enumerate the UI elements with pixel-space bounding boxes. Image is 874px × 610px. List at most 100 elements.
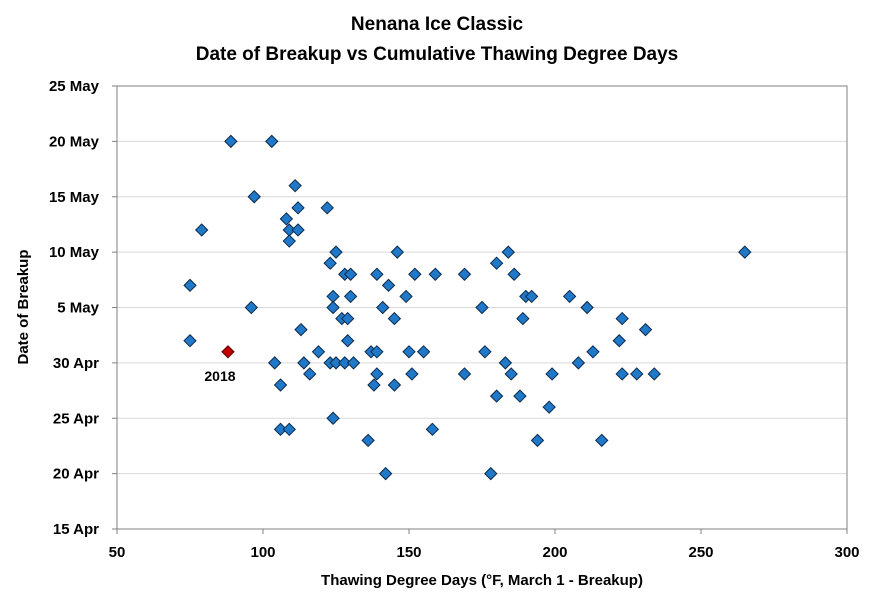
data-point <box>630 367 644 381</box>
data-point <box>279 212 294 226</box>
data-point <box>513 389 527 403</box>
data-point <box>291 201 305 215</box>
data-point <box>282 234 296 248</box>
data-point <box>416 345 431 359</box>
x-axis-title: Thawing Degree Days (°F, March 1 - Break… <box>321 572 643 589</box>
data-point <box>475 300 489 315</box>
data-point <box>303 367 317 381</box>
data-point <box>370 267 384 281</box>
data-point <box>387 378 402 392</box>
data-point <box>562 289 577 304</box>
data-point <box>545 367 559 381</box>
data-point <box>615 311 629 326</box>
data-point <box>484 466 498 481</box>
data-point <box>297 356 311 370</box>
data-point <box>504 367 518 381</box>
data-point <box>524 289 539 304</box>
data-point <box>489 256 504 270</box>
x-axis-ticks: 50 100 150 200 250 300 <box>109 529 860 561</box>
data-point <box>425 422 440 437</box>
y-tick-label: 10 May <box>49 244 100 261</box>
data-point <box>402 345 416 359</box>
data-point <box>615 367 629 381</box>
data-point <box>273 422 288 437</box>
data-point <box>408 267 422 281</box>
y-axis-ticks: 15 Apr 20 Apr 25 Apr 30 Apr 5 May 10 May 15 Ma… <box>49 78 117 538</box>
data-point <box>329 356 343 370</box>
data-point <box>542 400 556 414</box>
data-point <box>387 311 402 326</box>
data-point <box>489 389 504 403</box>
data-point <box>638 322 653 337</box>
data-point <box>370 367 384 381</box>
x-tick-label: 100 <box>250 544 275 561</box>
data-point <box>282 422 296 437</box>
chart-title-line-1: Nenana Ice Classic <box>351 14 524 35</box>
highlight-point <box>221 345 235 359</box>
data-point <box>340 334 355 348</box>
data-point <box>326 300 340 315</box>
data-point <box>338 356 352 370</box>
data-point <box>320 201 334 215</box>
x-tick-label: 250 <box>688 544 713 561</box>
data-point <box>457 267 472 281</box>
y-tick-label: 15 May <box>49 189 100 206</box>
data-point <box>244 300 259 315</box>
data-point <box>595 433 609 448</box>
data-point <box>478 345 492 359</box>
data-point <box>507 267 521 281</box>
chart-title-line-2: Date of Breakup vs Cumulative Thawing De… <box>196 44 679 65</box>
data-point <box>294 322 308 337</box>
y-tick-label: 5 May <box>57 300 99 317</box>
data-point <box>224 134 238 149</box>
data-point <box>647 367 661 381</box>
data-point <box>361 433 375 448</box>
data-point <box>516 311 530 326</box>
data-point <box>612 334 626 348</box>
data-point <box>457 367 472 381</box>
y-tick-label: 25 May <box>49 78 100 95</box>
data-point <box>343 289 358 304</box>
data-point <box>326 289 340 304</box>
data-point <box>428 267 442 281</box>
x-tick-label: 300 <box>834 544 859 561</box>
data-point <box>291 223 305 237</box>
data-point <box>323 256 337 270</box>
highlight-label: 2018 <box>204 368 235 384</box>
data-point <box>405 367 419 381</box>
data-point <box>267 356 282 370</box>
data-point <box>183 334 197 348</box>
data-point <box>378 466 393 481</box>
y-axis-title: Date of Breakup <box>15 249 32 364</box>
data-point <box>501 245 515 259</box>
data-point <box>247 190 261 204</box>
y-tick-label: 15 Apr <box>53 521 99 538</box>
data-point <box>367 378 381 392</box>
data-point <box>326 411 340 425</box>
data-point <box>580 300 594 315</box>
y-tick-label: 30 Apr <box>53 355 99 372</box>
y-tick-label: 25 Apr <box>53 410 99 427</box>
data-point <box>346 356 361 370</box>
data-point <box>273 378 288 392</box>
data-point <box>265 134 279 149</box>
y-tick-label: 20 May <box>49 133 100 150</box>
data-points: 2018 <box>183 134 752 481</box>
data-point <box>738 245 752 259</box>
x-tick-label: 50 <box>109 544 126 561</box>
data-point <box>288 178 302 193</box>
data-point <box>381 278 396 293</box>
data-point <box>311 345 326 359</box>
data-point <box>586 345 600 359</box>
data-point <box>194 223 209 237</box>
data-point <box>370 345 384 359</box>
data-point <box>498 356 513 370</box>
data-point <box>376 300 390 315</box>
data-point <box>390 245 405 259</box>
x-tick-label: 200 <box>542 544 567 561</box>
data-point <box>183 278 197 293</box>
data-point <box>530 433 545 448</box>
data-point <box>343 267 358 281</box>
grid-layer <box>117 140 847 475</box>
